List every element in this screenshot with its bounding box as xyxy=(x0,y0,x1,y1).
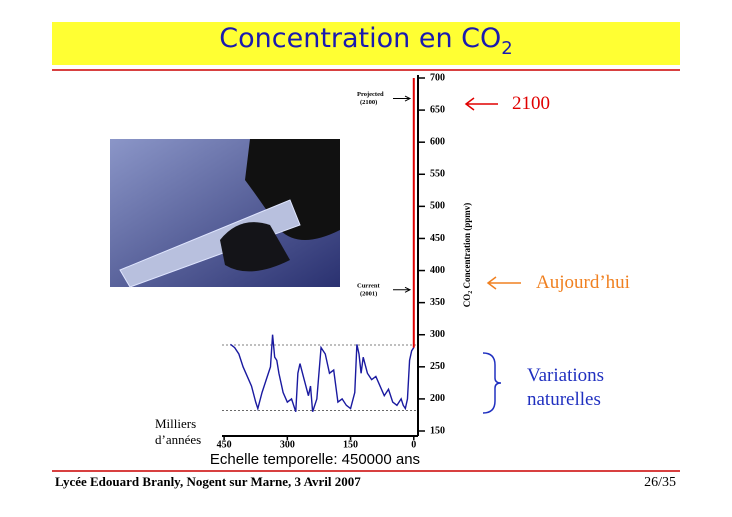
x-unit-label: d’années xyxy=(155,432,201,447)
y-tick-label: 350 xyxy=(430,297,445,308)
x-tick-label: 300 xyxy=(280,439,295,450)
annotation: Current xyxy=(357,282,380,289)
y-tick-label: 600 xyxy=(430,136,445,147)
y-tick-label: 300 xyxy=(430,329,445,340)
y-tick-label: 200 xyxy=(430,393,445,404)
y-tick-label: 500 xyxy=(430,201,445,212)
arrow xyxy=(464,97,498,111)
x-axis-label: Echelle temporelle: 450000 ans xyxy=(210,451,420,468)
title: Concentration en CO2 xyxy=(219,23,512,59)
y-tick-label: 150 xyxy=(430,425,445,436)
note-natural: Variations xyxy=(527,365,604,386)
y-label-text: Concentration (ppmv) xyxy=(462,203,472,291)
title-bar xyxy=(52,22,680,65)
data-line xyxy=(230,334,415,412)
arrow xyxy=(486,276,521,290)
y-tick-label: 650 xyxy=(430,104,445,115)
annotation: (2001) xyxy=(360,290,377,297)
title-text: Concentration en CO xyxy=(219,23,501,54)
annotation-arrow xyxy=(393,95,412,102)
note-natural: naturelles xyxy=(527,389,601,410)
x-unit-label: Milliers xyxy=(155,416,196,431)
ice-core-photo xyxy=(110,139,340,288)
note-today: Aujourd’hui xyxy=(536,272,630,293)
title-subscript: 2 xyxy=(501,38,512,59)
y-tick-label: 400 xyxy=(430,265,445,276)
brace xyxy=(482,352,502,414)
y-label-subscript: 2 xyxy=(468,291,474,294)
y-axis-label: CO2 Concentration (ppmv) xyxy=(462,203,474,308)
y-tick-label: 550 xyxy=(430,169,445,180)
annotation: (2100) xyxy=(360,99,377,106)
footer-right: 26/35 xyxy=(644,475,676,490)
annotation-arrow xyxy=(393,286,412,293)
note-2100: 2100 xyxy=(512,93,550,114)
y-tick-label: 700 xyxy=(430,72,445,83)
y-label-text: CO xyxy=(462,294,472,308)
x-tick-label: 450 xyxy=(217,439,232,450)
x-tick-label: 150 xyxy=(343,439,358,450)
y-tick-label: 250 xyxy=(430,361,445,372)
x-tick-label: 0 xyxy=(411,439,416,450)
y-tick-label: 450 xyxy=(430,233,445,244)
annotation: Projected xyxy=(357,91,384,98)
footer-left: Lycée Edouard Branly, Nogent sur Marne, … xyxy=(55,474,361,489)
